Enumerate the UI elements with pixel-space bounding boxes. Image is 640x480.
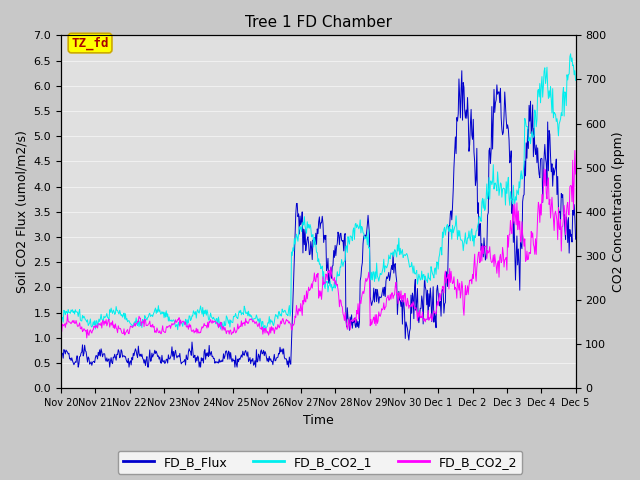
Title: Tree 1 FD Chamber: Tree 1 FD Chamber bbox=[245, 15, 392, 30]
Y-axis label: Soil CO2 Flux (umol/m2/s): Soil CO2 Flux (umol/m2/s) bbox=[15, 131, 28, 293]
Text: TZ_fd: TZ_fd bbox=[71, 36, 109, 50]
Y-axis label: CO2 Concentration (ppm): CO2 Concentration (ppm) bbox=[612, 132, 625, 292]
X-axis label: Time: Time bbox=[303, 414, 333, 427]
Legend: FD_B_Flux, FD_B_CO2_1, FD_B_CO2_2: FD_B_Flux, FD_B_CO2_1, FD_B_CO2_2 bbox=[118, 451, 522, 474]
